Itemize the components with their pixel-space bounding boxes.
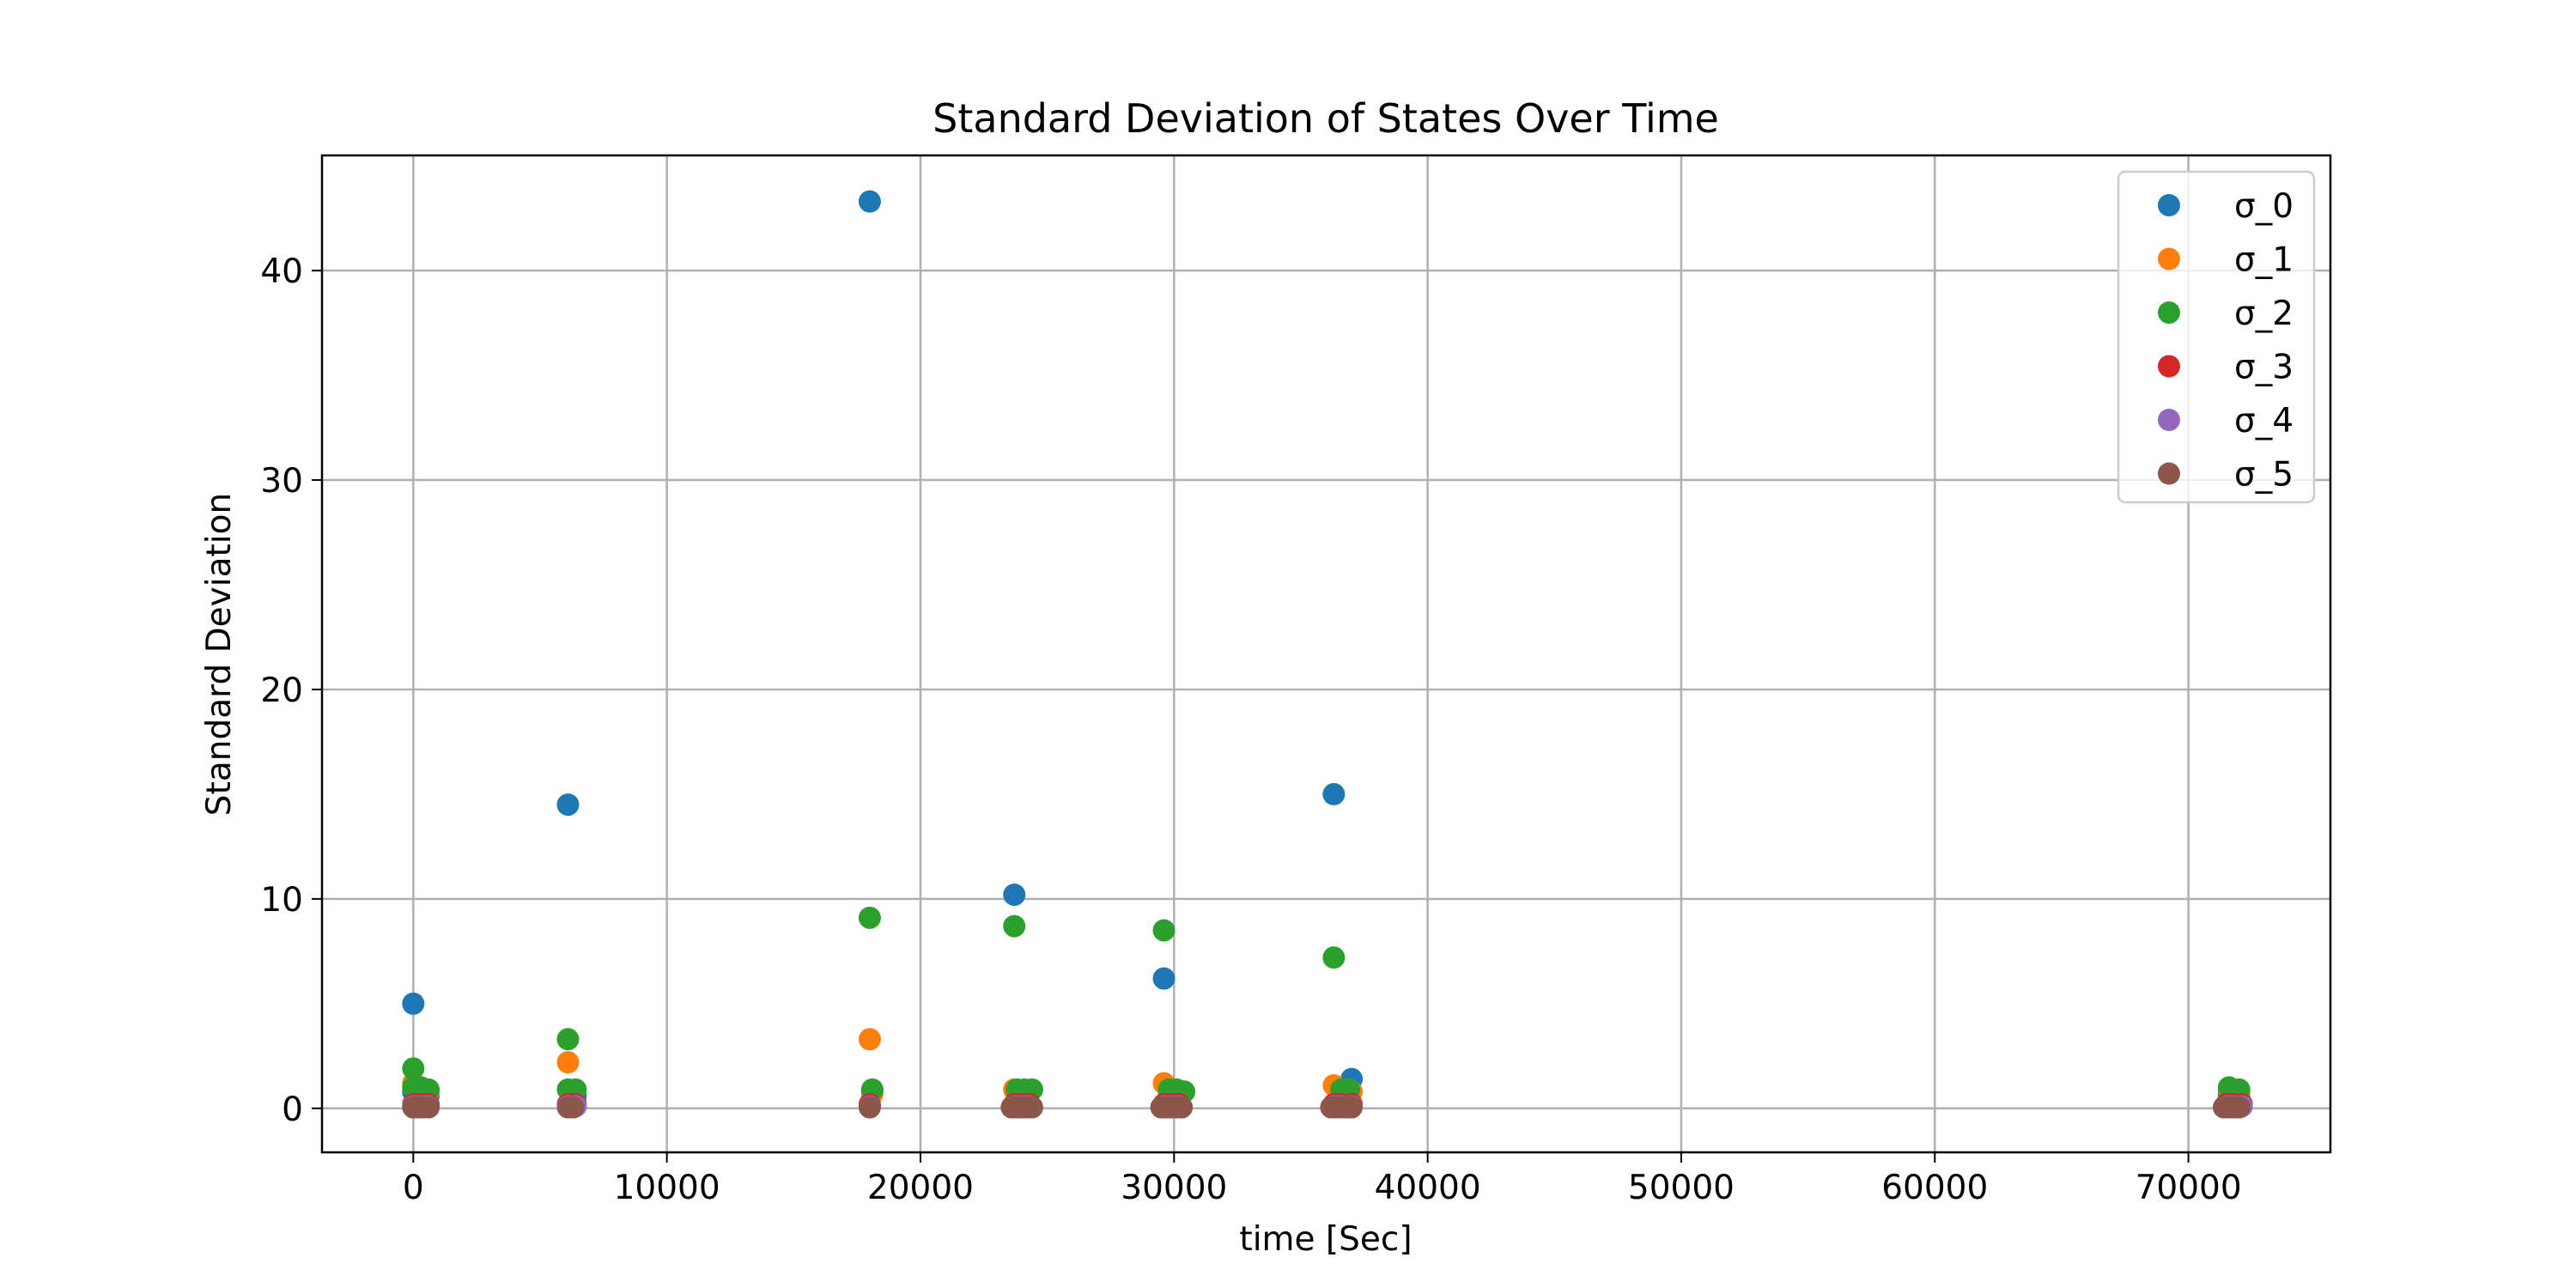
x-tick-label: 50000 <box>1628 1169 1735 1207</box>
data-point <box>1170 1096 1194 1119</box>
data-point <box>402 992 425 1015</box>
data-point <box>1003 914 1026 938</box>
legend-label: σ_3 <box>2234 349 2293 387</box>
data-point <box>1152 919 1176 942</box>
data-point <box>562 1096 585 1119</box>
series-2 <box>402 906 2251 1103</box>
legend-marker <box>2158 194 2180 216</box>
legend-marker <box>2158 409 2180 431</box>
y-tick-label: 40 <box>260 252 303 291</box>
y-tick-label: 20 <box>260 671 303 710</box>
data-point <box>402 1057 425 1080</box>
data-point <box>1322 946 1346 969</box>
x-tick-label: 70000 <box>2136 1169 2242 1207</box>
legend-marker <box>2158 301 2180 324</box>
legend-marker <box>2158 462 2180 485</box>
legend-label: σ_1 <box>2234 241 2293 280</box>
data-point <box>556 793 580 817</box>
legend-label: σ_5 <box>2234 456 2293 495</box>
data-point <box>417 1096 440 1119</box>
data-points <box>402 190 2253 1119</box>
y-tick-label: 10 <box>260 881 303 920</box>
data-point <box>556 1028 580 1051</box>
legend-label: σ_4 <box>2234 402 2293 440</box>
data-point <box>556 1051 580 1074</box>
data-point <box>1322 782 1346 805</box>
legend-marker <box>2158 355 2180 378</box>
legend-label: σ_2 <box>2234 295 2293 333</box>
data-point <box>1152 967 1176 990</box>
y-tick-label: 0 <box>282 1091 303 1129</box>
data-point <box>858 906 881 929</box>
x-tick-label: 30000 <box>1121 1169 1227 1207</box>
data-point <box>858 1096 881 1119</box>
y-tick-label: 30 <box>260 462 303 501</box>
x-tick-label: 10000 <box>614 1169 720 1207</box>
y-axis-label: Standard Deviation <box>200 493 239 816</box>
axis-ticks: 0 10000 20000 30000 40000 50000 60000 70000 0 10 2… <box>260 252 2241 1207</box>
chart-title: Standard Deviation of States Over Time <box>933 95 1719 142</box>
data-point <box>1340 1096 1364 1119</box>
plot-frame <box>320 154 2332 1154</box>
x-tick-label: 40000 <box>1375 1169 1481 1207</box>
x-tick-label: 0 <box>403 1169 424 1207</box>
legend: σ_0 σ_1 σ_2 σ_3 σ_4 σ_5 <box>2117 170 2316 504</box>
data-point <box>1020 1096 1043 1119</box>
x-tick-label: 20000 <box>867 1169 974 1207</box>
legend-label: σ_0 <box>2234 187 2293 226</box>
legend-marker <box>2158 247 2180 270</box>
x-tick-label: 60000 <box>1881 1169 1988 1207</box>
x-axis-label: time [Sec] <box>1239 1220 1412 1259</box>
data-point <box>858 190 881 213</box>
series-5 <box>402 1096 2251 1119</box>
data-point <box>2227 1096 2251 1119</box>
data-point <box>858 1028 881 1051</box>
data-point <box>1003 883 1026 906</box>
